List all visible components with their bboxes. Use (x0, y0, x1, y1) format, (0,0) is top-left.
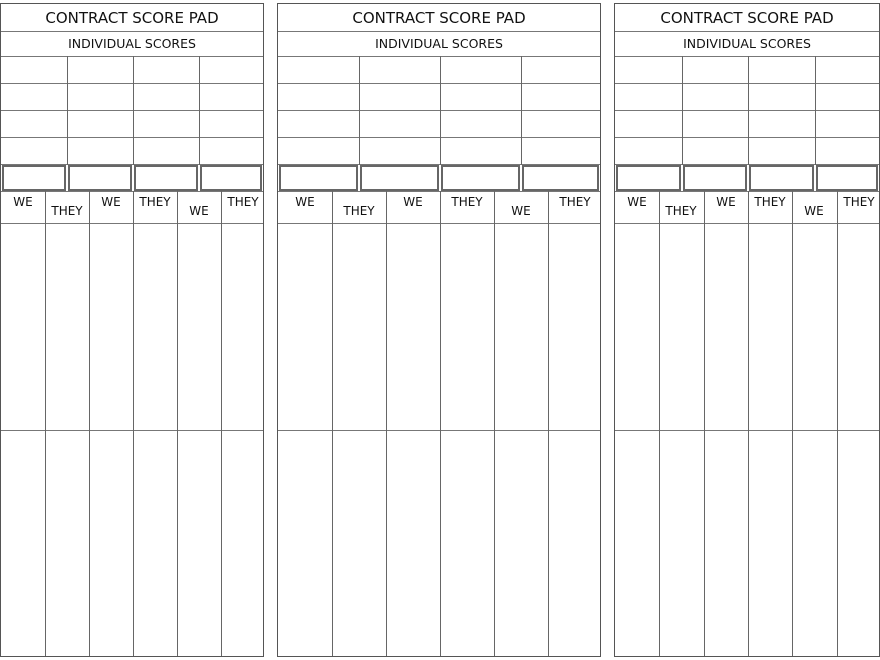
grid-line (278, 223, 600, 224)
column-header-they: THEY (139, 195, 171, 209)
grid-line (1, 223, 263, 224)
column-line (659, 191, 660, 656)
column-header-they: THEY (451, 195, 483, 209)
column-line (494, 191, 495, 656)
total-score-cell[interactable] (200, 165, 262, 191)
column-header-we: WE (627, 195, 647, 209)
column-header-we: WE (716, 195, 736, 209)
total-score-cell[interactable] (279, 165, 358, 191)
grid-line (440, 56, 441, 165)
grid-line (615, 191, 879, 192)
grid-line (199, 56, 200, 165)
column-header-they: THEY (51, 204, 83, 218)
grid-line (1, 83, 263, 84)
column-line (792, 191, 793, 656)
grid-line (1, 191, 263, 192)
grid-line (615, 164, 879, 165)
total-score-cell[interactable] (683, 165, 747, 191)
pad-title: CONTRACT SCORE PAD (1, 4, 263, 32)
individual-scores-label: INDIVIDUAL SCORES (1, 31, 263, 57)
grid-line (278, 191, 600, 192)
column-line (45, 191, 46, 656)
individual-scores-label: INDIVIDUAL SCORES (278, 31, 600, 57)
column-header-we: WE (189, 204, 209, 218)
total-score-cell[interactable] (816, 165, 878, 191)
column-header-they: THEY (665, 204, 697, 218)
column-header-we: WE (403, 195, 423, 209)
column-header-we: WE (101, 195, 121, 209)
grid-line (615, 223, 879, 224)
total-score-cell[interactable] (522, 165, 599, 191)
total-score-cell[interactable] (749, 165, 814, 191)
grid-line (278, 430, 600, 431)
grid-line (278, 83, 600, 84)
column-header-they: THEY (559, 195, 591, 209)
column-line (837, 191, 838, 656)
column-header-they: THEY (754, 195, 786, 209)
grid-line (278, 137, 600, 138)
total-score-cell[interactable] (2, 165, 66, 191)
column-line (386, 191, 387, 656)
column-header-we: WE (511, 204, 531, 218)
column-line (748, 191, 749, 656)
column-header-we: WE (295, 195, 315, 209)
grid-line (1, 430, 263, 431)
grid-line (1, 110, 263, 111)
column-header-we: WE (13, 195, 33, 209)
column-line (89, 191, 90, 656)
column-header-they: THEY (227, 195, 259, 209)
grid-line (521, 56, 522, 165)
grid-line (815, 56, 816, 165)
grid-line (133, 56, 134, 165)
grid-line (615, 430, 879, 431)
score-pad: CONTRACT SCORE PAD INDIVIDUAL SCORES WE TH… (0, 3, 264, 657)
score-pad: CONTRACT SCORE PAD INDIVIDUAL SCORES WE TH… (277, 3, 601, 657)
score-pad: CONTRACT SCORE PAD INDIVIDUAL SCORES WE TH… (614, 3, 880, 657)
column-line (332, 191, 333, 656)
total-score-cell[interactable] (616, 165, 681, 191)
grid-line (278, 164, 600, 165)
pad-title: CONTRACT SCORE PAD (615, 4, 879, 32)
grid-line (615, 83, 879, 84)
column-line (221, 191, 222, 656)
column-line (704, 191, 705, 656)
total-score-cell[interactable] (441, 165, 520, 191)
grid-line (615, 110, 879, 111)
column-line (133, 191, 134, 656)
grid-line (615, 137, 879, 138)
grid-line (748, 56, 749, 165)
grid-line (1, 164, 263, 165)
column-header-they: THEY (343, 204, 375, 218)
pad-title: CONTRACT SCORE PAD (278, 4, 600, 32)
column-line (440, 191, 441, 656)
grid-line (682, 56, 683, 165)
column-header-they: THEY (843, 195, 875, 209)
grid-line (1, 137, 263, 138)
grid-line (359, 56, 360, 165)
total-score-cell[interactable] (134, 165, 198, 191)
individual-scores-label: INDIVIDUAL SCORES (615, 31, 879, 57)
column-line (177, 191, 178, 656)
total-score-cell[interactable] (68, 165, 132, 191)
grid-line (67, 56, 68, 165)
column-header-we: WE (804, 204, 824, 218)
column-line (548, 191, 549, 656)
total-score-cell[interactable] (360, 165, 439, 191)
grid-line (278, 110, 600, 111)
